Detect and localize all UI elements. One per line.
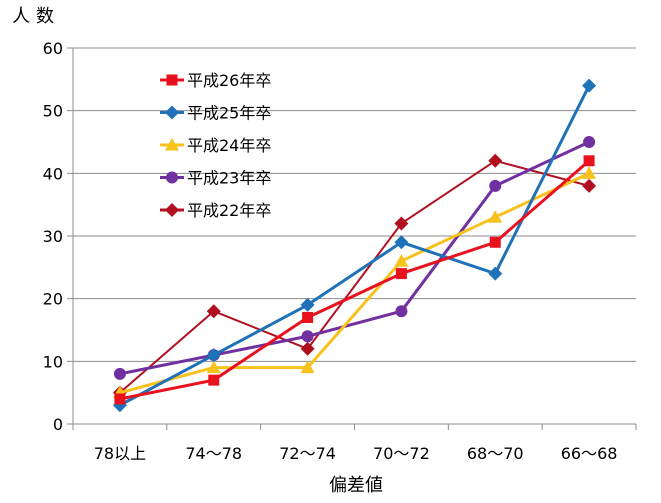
y-axis-title: 人数 <box>12 6 60 27</box>
legend-item: 平成26年卒 <box>160 71 271 90</box>
data-point <box>583 155 595 167</box>
data-point <box>488 210 503 223</box>
legend-item: 平成24年卒 <box>160 136 271 155</box>
legend-marker <box>166 74 178 86</box>
data-point <box>582 78 597 93</box>
gridlines <box>73 47 636 362</box>
data-point <box>394 216 409 231</box>
y-tick-label: 10 <box>43 352 63 371</box>
data-point <box>395 268 407 280</box>
data-point <box>394 254 409 267</box>
data-point <box>489 179 502 192</box>
x-tick-label: 68～70 <box>467 444 524 463</box>
legend-label: 平成25年卒 <box>187 104 271 123</box>
legend-item: 平成23年卒 <box>160 169 271 188</box>
y-tick-labels: 0 10 20 30 40 50 60 <box>43 39 63 434</box>
data-point <box>114 393 126 405</box>
series-line <box>119 171 590 395</box>
data-point <box>488 266 503 281</box>
y-tick-label: 0 <box>53 415 63 434</box>
legend-label: 平成24年卒 <box>187 136 271 155</box>
data-point <box>206 360 221 374</box>
series-line <box>119 84 591 407</box>
legend-item: 平成25年卒 <box>160 104 271 123</box>
x-tick-label: 74～78 <box>185 444 242 463</box>
legend-marker <box>165 138 179 151</box>
series-line <box>119 140 590 376</box>
x-tick-label: 72～74 <box>279 444 336 463</box>
y-tick-label: 60 <box>43 39 63 58</box>
data-point <box>208 374 220 386</box>
legend-label: 平成23年卒 <box>187 169 271 188</box>
x-tick-label: 66～68 <box>561 444 618 463</box>
legend-marker <box>165 203 179 217</box>
series-1 <box>114 155 595 405</box>
legend-item: 平成22年卒 <box>160 201 271 220</box>
data-point <box>301 330 314 343</box>
data-point <box>394 235 409 250</box>
data-point <box>300 341 315 356</box>
y-tick-label: 50 <box>43 102 63 121</box>
legend-marker <box>165 105 179 120</box>
data-point <box>395 305 408 318</box>
x-axis-title: 偏差値 <box>329 475 383 496</box>
y-tick-label: 20 <box>43 290 63 309</box>
data-point <box>302 311 314 323</box>
x-tick-label: 78以上 <box>94 444 146 463</box>
y-tick-label: 30 <box>43 227 63 246</box>
data-point <box>582 166 597 179</box>
x-tick-labels: 78以上 74～78 72～74 70～72 68～70 66～68 <box>94 444 618 463</box>
data-point <box>583 136 596 148</box>
series-layer <box>112 78 597 413</box>
legend-marker <box>166 171 178 184</box>
data-point <box>113 367 126 380</box>
axes <box>67 47 637 430</box>
data-point <box>300 297 315 312</box>
series-line <box>119 159 591 401</box>
y-tick-label: 40 <box>43 164 63 183</box>
legend-label: 平成26年卒 <box>187 71 271 90</box>
data-point <box>488 153 503 168</box>
data-point <box>206 348 221 363</box>
data-point <box>582 178 597 193</box>
data-point <box>489 236 501 248</box>
data-point <box>206 304 221 319</box>
x-tick-label: 70～72 <box>373 444 430 463</box>
data-point <box>300 360 315 374</box>
series-line <box>119 159 590 394</box>
series-2 <box>112 78 597 413</box>
legend-label: 平成22年卒 <box>187 201 271 220</box>
